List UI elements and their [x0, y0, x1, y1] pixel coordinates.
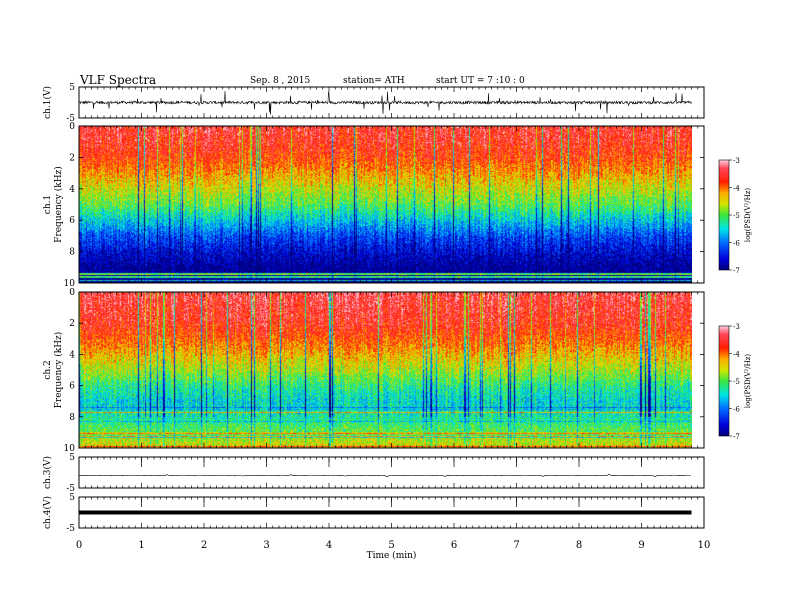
ch1-spec-ytick-label: 8 [69, 248, 75, 258]
ch2-colorbar-tick-label: -3 [733, 323, 740, 331]
x-tick-label: 9 [638, 540, 644, 551]
x-tick-label: 8 [576, 540, 582, 551]
ch2-colorbar-tick-label: -4 [733, 351, 740, 359]
x-tick-label: 7 [513, 540, 519, 551]
ch2-colorbar [718, 325, 730, 437]
ch2-spec-ytick-label: 6 [69, 382, 75, 392]
x-axis-label: Time (min) [367, 550, 417, 561]
ch2-spectrogram-image [79, 292, 692, 448]
ch3-wave-ylabel: ch.3(V) [42, 456, 53, 489]
ch4-wave-ytick-label: -5 [66, 524, 75, 534]
ch1-colorbar-tick-label: -6 [733, 240, 740, 248]
ch2-colorbar-tick-label: -5 [733, 378, 740, 386]
x-tick-label: 10 [698, 540, 711, 551]
ch1-wave-ytick-label: -5 [66, 114, 75, 124]
ch1-colorbar-tick-label: -5 [733, 212, 740, 220]
chart-title: VLF Spectra [80, 73, 157, 87]
ch2-spec-ytick-label: 0 [69, 288, 75, 298]
station-label: station= ATH [343, 76, 405, 86]
ch2-spec-ytick-label: 2 [69, 319, 75, 329]
ch1-colorbar-label: log(PSD(V²/Hz) [744, 188, 752, 243]
ch1-colorbar-tick-label: -4 [733, 185, 740, 193]
ch1-wave-ytick-label: 5 [69, 83, 75, 93]
ch1-spec-ylabel-freq: Frequency (kHz) [53, 166, 64, 243]
x-tick-label: 6 [451, 540, 457, 551]
x-tick-label: 2 [201, 540, 207, 551]
ch3-waveform-line [78, 473, 691, 478]
ch4-wave-ytick-label: 5 [69, 493, 75, 503]
ch2-colorbar-label: log(PSD(V²/Hz) [744, 354, 752, 409]
start-time-label: start UT = 7 :10 : 0 [436, 76, 525, 86]
x-tick-label: 3 [263, 540, 269, 551]
ch1-spec-ylabel: ch.1 [43, 195, 53, 214]
x-tick-label: 0 [76, 540, 82, 551]
ch2-colorbar-tick-label: -6 [733, 406, 740, 414]
x-tick-label: 1 [138, 540, 144, 551]
x-tick-label: 4 [326, 540, 332, 551]
ch1-colorbar-tick-label: -7 [733, 267, 740, 275]
date-label: Sep. 8 , 2015 [250, 76, 311, 86]
ch1-spec-ytick-label: 6 [69, 216, 75, 226]
ch2-spec-ytick-label: 8 [69, 413, 75, 423]
ch2-spec-ytick-label: 10 [64, 444, 76, 454]
ch2-spec-ylabel-freq: Frequency (kHz) [53, 332, 64, 409]
ch1-spectrogram-image [79, 126, 692, 283]
ch1-wave-ylabel: ch.1(V) [42, 86, 53, 119]
ch2-spec-ylabel: ch.2 [43, 360, 53, 379]
ch2-spec-ytick-label: 4 [69, 350, 75, 360]
ch1-waveform-line [79, 91, 692, 115]
ch2-colorbar-tick-label: -7 [733, 433, 740, 441]
ch3-wave-ytick-label: 5 [69, 453, 75, 463]
ch1-colorbar-tick-label: -3 [733, 157, 740, 165]
ch1-colorbar [718, 159, 730, 271]
ch1-spec-ytick-label: 4 [69, 185, 75, 195]
ch1-spec-ytick-label: 0 [69, 122, 75, 132]
x-tick-label: 5 [388, 540, 394, 551]
ch3-wave-ytick-label: -5 [66, 484, 75, 494]
ch1-spec-ytick-label: 10 [64, 279, 76, 289]
ch1-spec-ytick-label: 2 [69, 153, 75, 163]
ch4-wave-ylabel: ch.4(V) [42, 496, 53, 529]
